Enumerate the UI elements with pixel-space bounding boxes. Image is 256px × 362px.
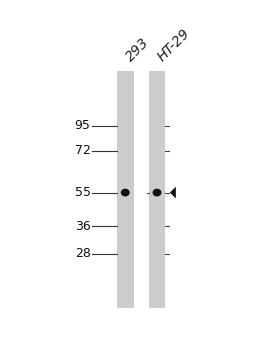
Text: 293: 293 [123,35,152,64]
Bar [148,71,165,308]
Bar [117,71,134,308]
Text: 36: 36 [75,219,91,232]
Ellipse shape [121,189,130,197]
Polygon shape [170,187,176,198]
Text: 28: 28 [75,247,91,260]
Text: HT-29: HT-29 [155,26,193,64]
Text: 95: 95 [75,119,91,132]
Text: 55: 55 [74,186,91,199]
Text: 72: 72 [75,144,91,157]
Ellipse shape [153,189,162,197]
